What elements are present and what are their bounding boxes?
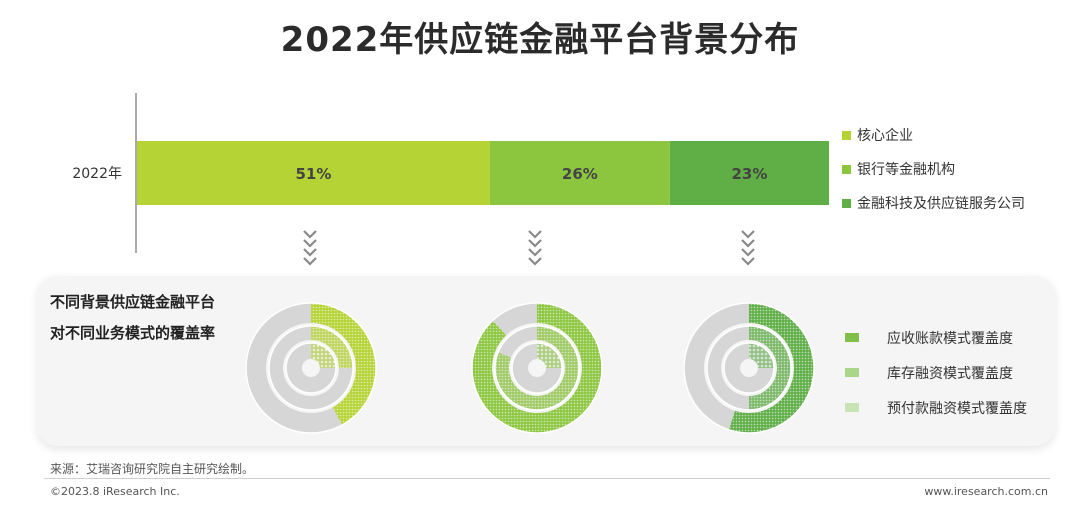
chevron-stroke [303, 230, 317, 239]
ring-legend-item: 预付款融资模式覆盖度 [845, 390, 1027, 425]
chevron-stroke [741, 230, 755, 239]
chevron-stroke [528, 257, 542, 266]
chevron-stroke [741, 248, 755, 257]
footer-divider [44, 478, 1050, 479]
bar-legend: 核心企业 银行等金融机构 金融科技及供应链服务公司 [842, 118, 1025, 220]
bar-data-label: 26% [562, 165, 598, 183]
chevron-stroke [303, 248, 317, 257]
pattern-swatch-icon [845, 403, 859, 412]
ring-chart [245, 302, 377, 434]
chevron-stroke [303, 239, 317, 248]
ring-arc-texture [728, 303, 814, 433]
bar-data-label: 23% [731, 165, 767, 183]
ring-arc-texture [748, 326, 791, 410]
ring-legend-label: 库存融资模式覆盖度 [887, 365, 1013, 382]
chevron-down-icon [741, 230, 755, 266]
legend-item: 银行等金融机构 [842, 152, 1025, 186]
pattern-swatch-icon [845, 333, 859, 342]
chevron-stroke [528, 248, 542, 257]
bar-group: 2022年 51% 26% 23% [72, 141, 829, 205]
chevron-down-icon [303, 230, 317, 266]
legend-swatch-icon [842, 164, 851, 174]
ring-legend-label: 预付款融资模式覆盖度 [887, 400, 1027, 417]
ring-separator [511, 342, 563, 394]
ring-separator [683, 302, 815, 434]
chevron-group [303, 230, 755, 266]
ring-legend-label: 应收账款模式覆盖度 [887, 330, 1013, 347]
chevron-stroke [528, 239, 542, 248]
ring-arc-texture [310, 343, 336, 369]
pattern-swatch-icon [845, 368, 859, 377]
ring-separator [494, 325, 580, 411]
source-note: 来源：艾瑞咨询研究院自主研究绘制。 [50, 462, 255, 476]
ring-arc-texture [536, 343, 562, 369]
chevron-stroke [741, 239, 755, 248]
ring-arc-texture [472, 303, 602, 433]
ring-group [245, 302, 815, 434]
chevron-stroke [303, 257, 317, 266]
ring-arc-texture [310, 326, 353, 369]
y-tick-label: 2022年 [72, 166, 122, 182]
chevron-stroke [741, 257, 755, 266]
legend-swatch-icon [842, 198, 851, 208]
ring-separator [285, 342, 337, 394]
ring-separator [245, 302, 377, 434]
site-url: www.iresearch.com.cn [924, 485, 1048, 498]
chart-title: 2022年供应链金融平台背景分布 [280, 20, 800, 60]
legend-label: 核心企业 [857, 128, 913, 144]
legend-label: 银行等金融机构 [857, 162, 955, 178]
bar-segment [489, 141, 670, 205]
ring-arc-texture [495, 326, 579, 410]
legend-item: 金融科技及供应链服务公司 [842, 186, 1025, 220]
ring-chart [471, 302, 603, 434]
legend-swatch-icon [842, 130, 851, 140]
legend-label: 金融科技及供应链服务公司 [857, 196, 1025, 212]
ring-separator [268, 325, 354, 411]
bar-segment [669, 141, 829, 205]
chevron-stroke [528, 230, 542, 239]
ring-chart [683, 302, 815, 434]
ring-separator [706, 325, 792, 411]
ring-arc-texture [748, 343, 774, 369]
ring-legend: 应收账款模式覆盖度 库存融资模式覆盖度 预付款融资模式覆盖度 [845, 320, 1027, 425]
panel-title-line2: 对不同业务模式的覆盖率 [50, 324, 216, 342]
legend-item: 核心企业 [842, 118, 1025, 152]
chevron-down-icon [528, 230, 542, 266]
ring-legend-item: 库存融资模式覆盖度 [845, 355, 1027, 390]
ring-arc-texture [310, 303, 376, 425]
copyright: ©2023.8 iResearch Inc. [50, 485, 180, 498]
ring-legend-item: 应收账款模式覆盖度 [845, 320, 1027, 355]
bar-data-label: 51% [296, 165, 332, 183]
ring-separator [471, 302, 603, 434]
ring-separator [723, 342, 775, 394]
panel-title-line1: 不同背景供应链金融平台 [50, 293, 216, 311]
bar-segment [137, 141, 490, 205]
